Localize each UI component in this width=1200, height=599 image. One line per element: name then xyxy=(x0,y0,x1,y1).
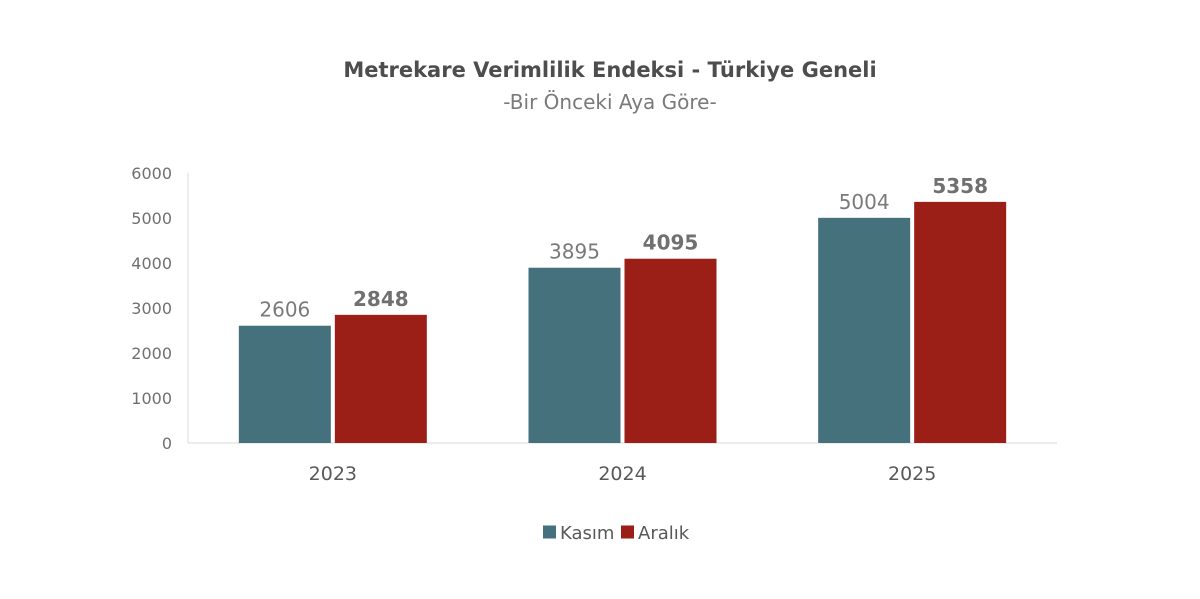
data-label: 5004 xyxy=(839,190,890,214)
bar-Aralık-2023 xyxy=(334,314,427,443)
x-tick-label: 2024 xyxy=(598,463,646,485)
data-label: 2606 xyxy=(259,298,310,322)
y-tick-label: 4000 xyxy=(131,254,172,273)
x-tick-label: 2025 xyxy=(888,463,936,485)
y-tick-label: 2000 xyxy=(131,344,172,363)
legend-label: Kasım xyxy=(560,523,614,544)
x-tick-label: 2023 xyxy=(309,463,357,485)
data-label: 3895 xyxy=(549,240,600,264)
y-tick-label: 1000 xyxy=(131,389,172,408)
legend-swatch xyxy=(621,525,634,539)
bar-Aralık-2025 xyxy=(914,201,1007,443)
y-tick-label: 5000 xyxy=(131,209,172,228)
data-label: 4095 xyxy=(643,231,699,255)
data-label: 5358 xyxy=(932,174,988,198)
bar-Kasım-2024 xyxy=(528,267,621,443)
legend-label: Aralık xyxy=(638,523,690,544)
y-tick-label: 0 xyxy=(162,434,172,453)
chart-subtitle: -Bir Önceki Aya Göre- xyxy=(503,90,717,114)
bar-Aralık-2024 xyxy=(624,258,717,443)
bar-Kasım-2025 xyxy=(818,217,911,443)
legend-swatch xyxy=(543,525,556,539)
y-tick-label: 6000 xyxy=(131,164,172,183)
chart-title: Metrekare Verimlilik Endeksi - Türkiye G… xyxy=(343,58,877,82)
bar-Kasım-2023 xyxy=(238,325,331,443)
data-label: 2848 xyxy=(353,287,409,311)
y-tick-label: 3000 xyxy=(131,299,172,318)
